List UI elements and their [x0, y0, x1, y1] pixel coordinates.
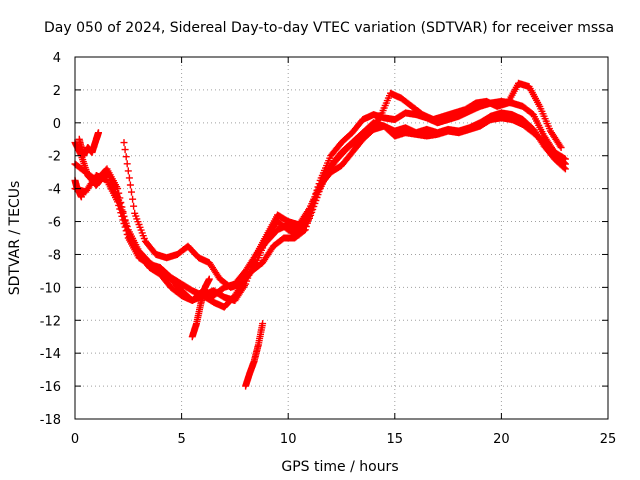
y-axis-label: SDTVAR / TECUs [7, 181, 23, 296]
series-sat-e [75, 129, 102, 160]
data-point-markers [71, 114, 569, 304]
y-tick-label: -14 [40, 347, 61, 362]
chart-title: Day 050 of 2024, Sidereal Day-to-day VTE… [44, 20, 614, 36]
x-tick-labels: 0 5 10 15 20 25 [71, 432, 616, 447]
x-tick-label: 15 [387, 432, 404, 447]
y-tick-label: -10 [40, 281, 61, 296]
y-tick-label: -12 [40, 314, 61, 329]
data-point-markers [188, 275, 213, 341]
axis-ticks [74, 56, 609, 420]
plot-frame [74, 56, 609, 420]
x-axis-label: GPS time / hours [281, 459, 398, 475]
x-tick-label: 20 [493, 432, 510, 447]
data-point-markers [75, 129, 102, 160]
y-tick-label: -4 [48, 183, 61, 198]
y-tick-label: -2 [48, 150, 61, 165]
series-sat-b [71, 109, 569, 311]
y-tick-label: 2 [53, 84, 61, 99]
series-sat-f [188, 275, 213, 341]
y-tick-label: -6 [48, 216, 61, 231]
data-point-markers [71, 109, 569, 311]
x-tick-label: 25 [600, 432, 617, 447]
data-point-markers [71, 97, 569, 304]
series-sat-a [71, 97, 569, 304]
data-point-markers [242, 320, 267, 390]
y-tick-label: 0 [53, 117, 61, 132]
y-tick-label: -16 [40, 380, 61, 395]
x-tick-label: 10 [280, 432, 297, 447]
data-points [71, 79, 569, 390]
x-tick-label: 0 [71, 432, 79, 447]
series-sat-d [71, 114, 569, 304]
y-tick-label: -8 [48, 248, 61, 263]
y-tick-labels: -18 -16 -14 -12 -10 -8 -6 -4 -2 0 2 4 [40, 51, 61, 428]
x-tick-label: 5 [177, 432, 185, 447]
y-tick-label: 4 [53, 51, 61, 66]
series-sat-g [242, 320, 267, 390]
y-tick-label: -18 [40, 413, 61, 428]
